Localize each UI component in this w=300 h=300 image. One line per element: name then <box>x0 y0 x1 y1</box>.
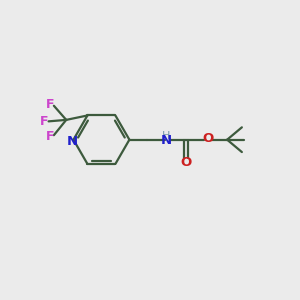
Text: N: N <box>66 135 77 148</box>
Text: H: H <box>162 130 170 141</box>
Text: F: F <box>46 130 54 143</box>
Text: F: F <box>40 115 48 128</box>
Text: O: O <box>203 132 214 145</box>
Text: N: N <box>160 134 172 147</box>
Text: O: O <box>180 157 191 169</box>
Text: F: F <box>46 98 54 111</box>
